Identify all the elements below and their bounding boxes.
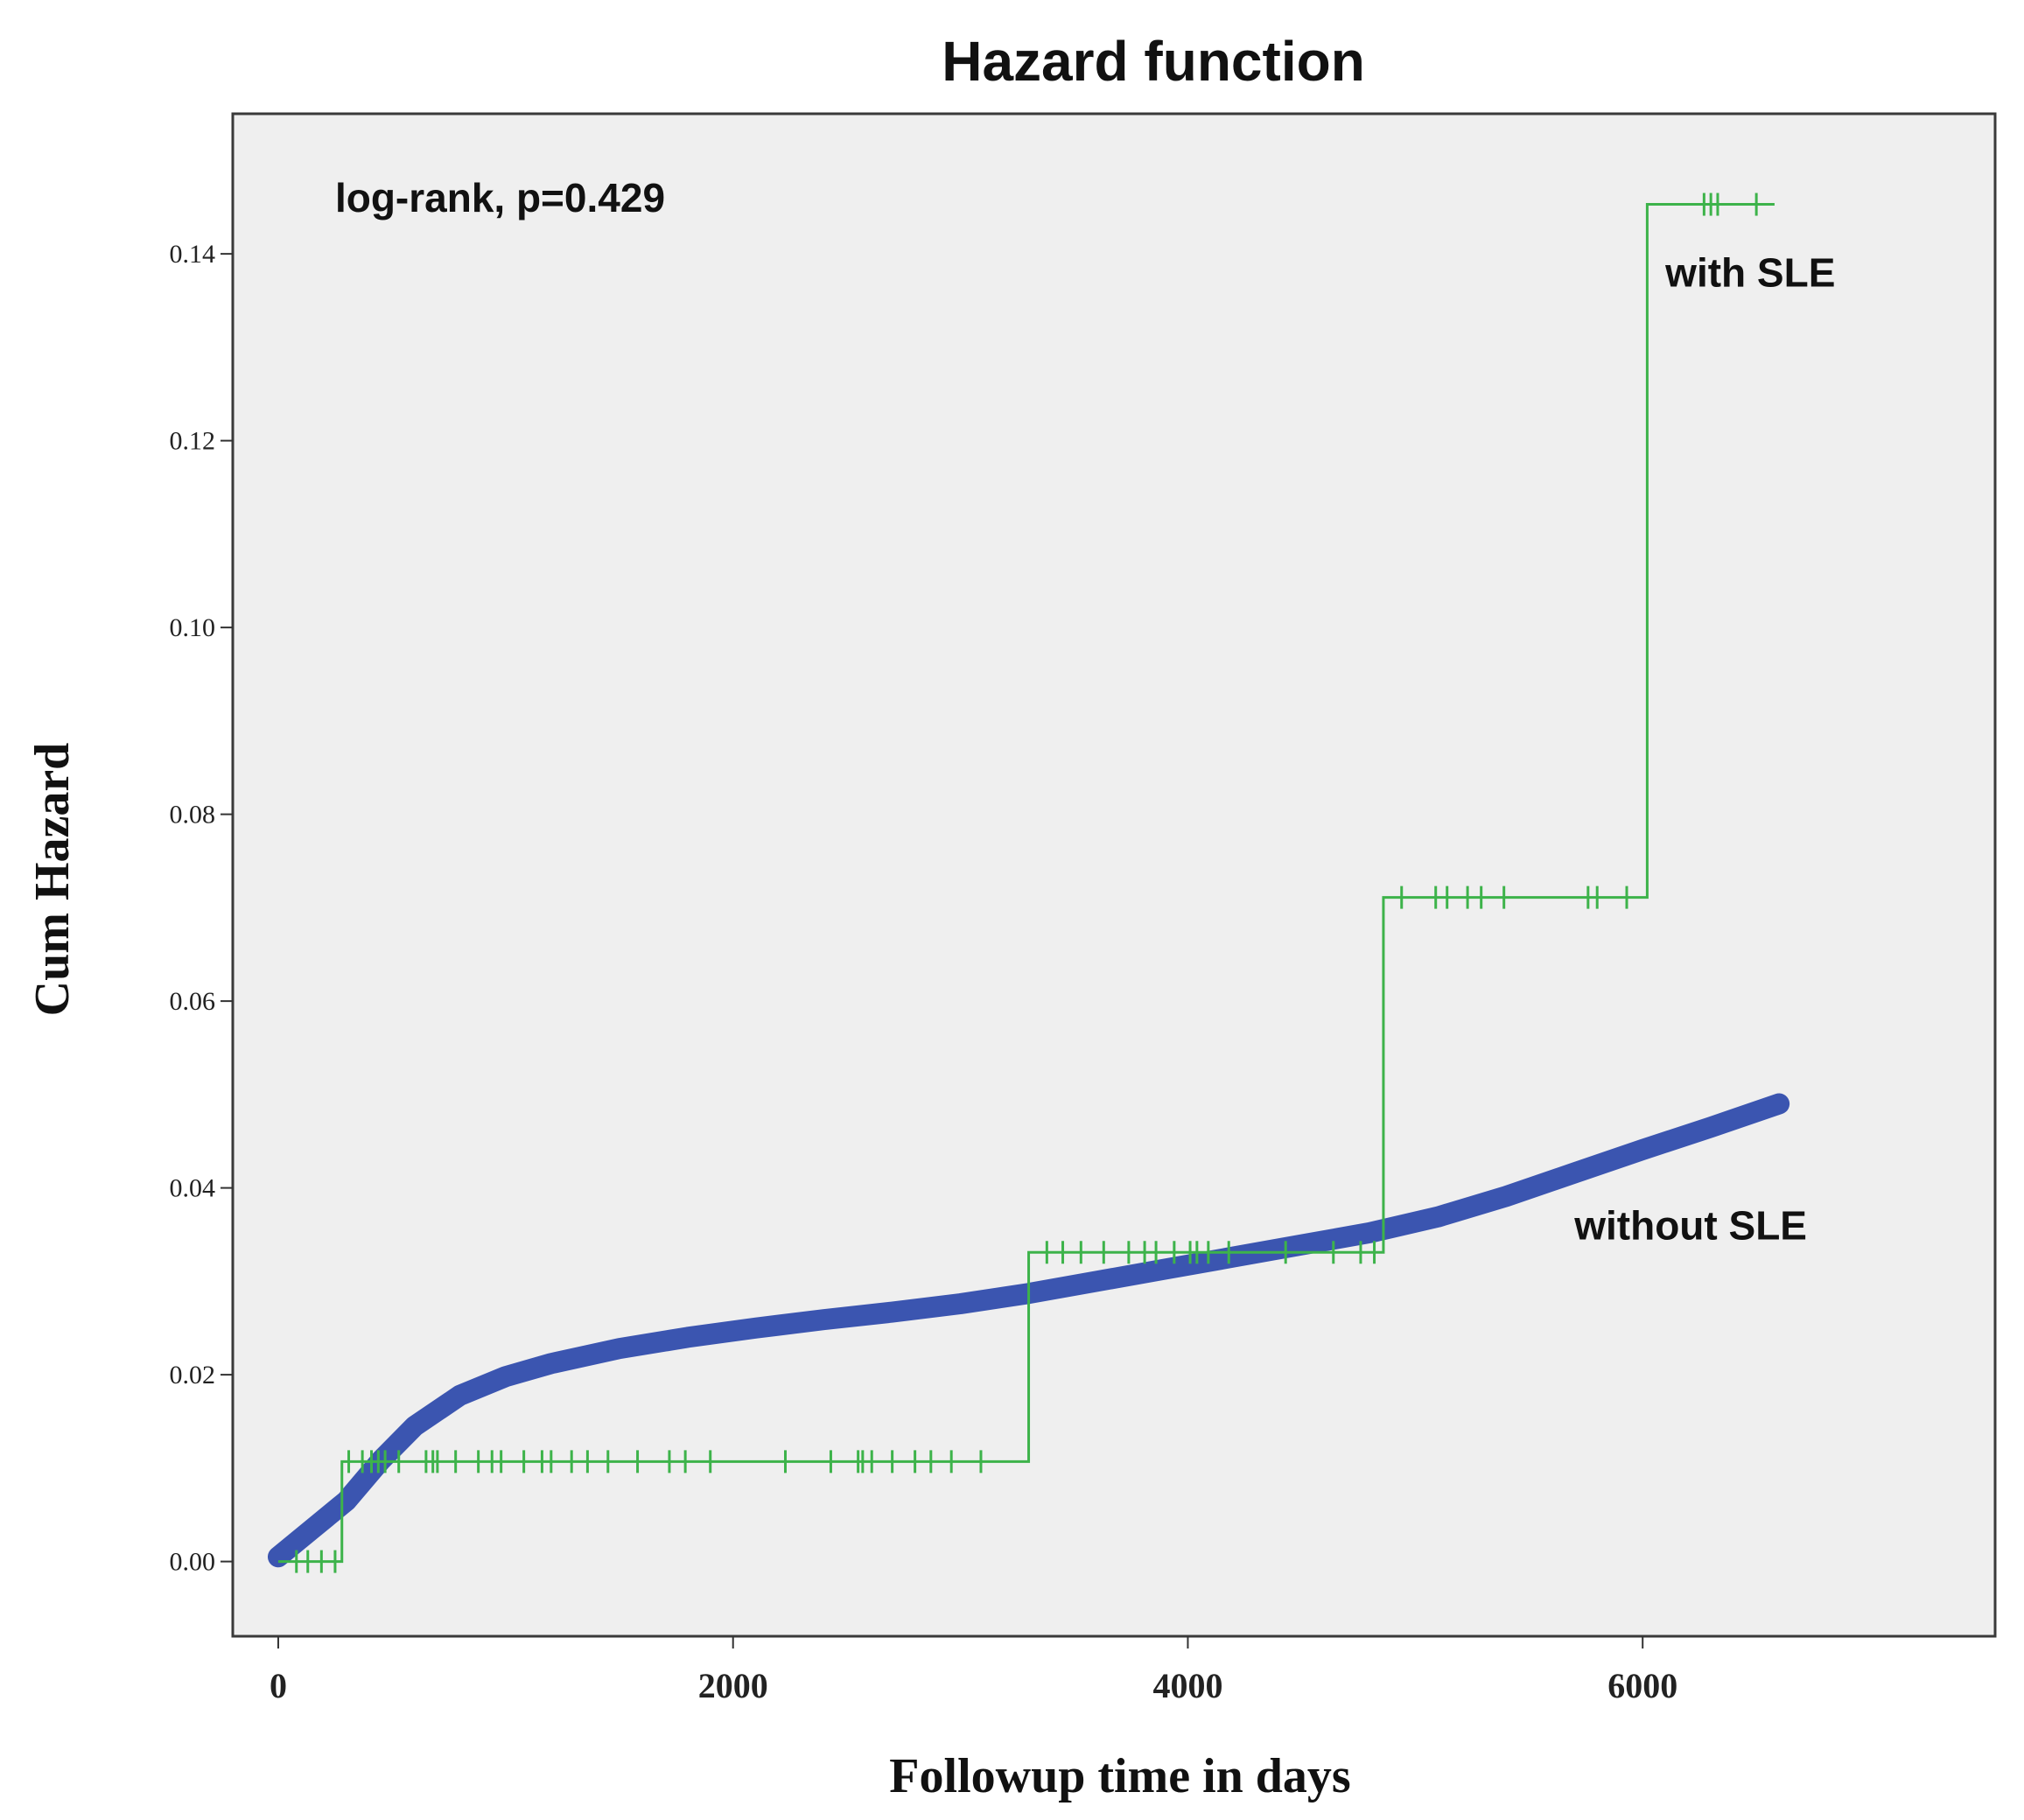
series-line-with-sle xyxy=(277,203,1775,1564)
y-axis-label: Cum Hazard xyxy=(25,743,80,1017)
chart-title: Hazard function xyxy=(942,30,1365,93)
annotation-layer: log-rank, p=0.429 with SLE without SLE xyxy=(335,175,1835,1248)
y-tick-label: 0.00 xyxy=(170,1548,216,1577)
series-line-without-sle xyxy=(267,1093,1790,1568)
y-tick-label: 0.02 xyxy=(170,1361,216,1390)
y-tick-label: 0.10 xyxy=(170,613,216,642)
x-tick-label: 4000 xyxy=(1152,1666,1222,1705)
annotation-1: with SLE xyxy=(1664,249,1835,295)
annotation-0: log-rank, p=0.429 xyxy=(335,175,665,220)
y-tick-label: 0.14 xyxy=(170,240,216,269)
y-tick-label: 0.04 xyxy=(170,1174,216,1203)
x-tick-label: 6000 xyxy=(1607,1666,1677,1705)
x-tick-label: 0 xyxy=(270,1666,287,1705)
x-axis-label: Followup time in days xyxy=(889,1749,1350,1803)
x-tick-label: 2000 xyxy=(698,1666,768,1705)
y-tick-label: 0.08 xyxy=(170,801,216,830)
plot-area xyxy=(231,112,1997,1638)
series-layer xyxy=(267,192,1790,1573)
y-axis: 0.00 0.02 0.04 0.06 0.08 0.10 0.12 0.14 xyxy=(170,240,233,1577)
y-tick-label: 0.06 xyxy=(170,987,216,1016)
annotation-2: without SLE xyxy=(1573,1202,1807,1248)
x-axis: 0 2000 4000 6000 xyxy=(270,1636,1677,1705)
y-tick-label: 0.12 xyxy=(170,427,216,456)
